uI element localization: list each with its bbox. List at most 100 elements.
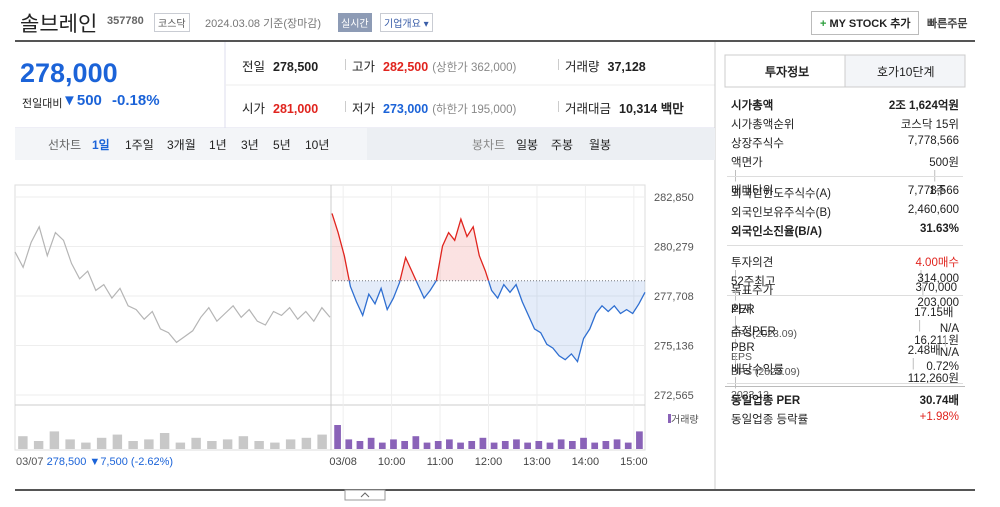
period-tab[interactable]: 3개월 bbox=[167, 138, 196, 152]
label-text: PBR bbox=[731, 342, 755, 354]
volume-bar bbox=[285, 439, 296, 449]
candle-tab[interactable]: 주봉 bbox=[551, 138, 574, 152]
volume-bar bbox=[301, 437, 312, 449]
volume-bar bbox=[144, 439, 154, 449]
orderbook-tab[interactable]: 호가10단계 bbox=[877, 65, 935, 79]
period-tab[interactable]: 1년 bbox=[209, 138, 227, 152]
volume-bar bbox=[345, 439, 353, 449]
group-divider bbox=[727, 383, 963, 384]
value-text: 16,211원 bbox=[914, 335, 959, 347]
volume-bar bbox=[524, 442, 531, 449]
period-tab[interactable]: 10년 bbox=[305, 138, 330, 152]
invest-tab[interactable]: 투자정보 bbox=[765, 65, 810, 79]
stat-divider bbox=[345, 101, 346, 112]
volume-bar bbox=[546, 442, 554, 449]
volume-bar bbox=[378, 442, 386, 449]
volume-bar bbox=[238, 436, 249, 449]
period-tab[interactable]: 3년 bbox=[241, 138, 259, 152]
realtime-badge: 실시간 bbox=[338, 13, 372, 32]
y-tick-label: 272,565 bbox=[654, 390, 694, 402]
group-divider bbox=[727, 176, 963, 177]
stat-label: 거래량 bbox=[565, 60, 600, 74]
candle-tab[interactable]: 월봉 bbox=[589, 138, 612, 152]
row-label: 동일업종 PER bbox=[731, 392, 800, 408]
value-text: 30.74배 bbox=[919, 395, 959, 407]
row-value: 7,778,566 bbox=[908, 185, 959, 197]
company-info-button[interactable]: 기업개요 ▾ bbox=[380, 13, 433, 32]
candle-chart-label: 봉차트 bbox=[472, 138, 506, 152]
row-label: 투자의견 | 목표주가 bbox=[731, 254, 773, 298]
volume-bar bbox=[270, 442, 280, 449]
row-label: 외국인소진율(B/A) bbox=[731, 223, 822, 239]
row-label: 52주최고| 최저 bbox=[731, 273, 776, 317]
separator: | bbox=[734, 316, 737, 328]
stat-divider bbox=[558, 59, 559, 70]
today-line bbox=[331, 213, 646, 364]
value-text: 370,000 bbox=[915, 282, 958, 294]
my-stock-button[interactable]: + MY STOCK 추가 bbox=[811, 11, 920, 35]
stat-value: 278,500 bbox=[273, 60, 319, 74]
volume-bar bbox=[175, 442, 186, 449]
stat: 거래대금 10,314 백만 bbox=[565, 98, 684, 117]
x-tick-label: 11:00 bbox=[427, 456, 454, 468]
label-text: 시가총액 bbox=[731, 100, 774, 112]
volume-bar bbox=[401, 441, 409, 449]
label-text: 동일업종 PER bbox=[731, 395, 801, 407]
period-tab[interactable]: 5년 bbox=[273, 138, 291, 152]
stat-label: 전일 bbox=[242, 60, 266, 74]
change: ▼500 bbox=[62, 92, 102, 109]
label-text: 최저 bbox=[731, 304, 753, 316]
invest-row: 시가총액순위 코스닥 15위 bbox=[731, 116, 959, 134]
row-value: 4.00매수 | 370,000 bbox=[915, 254, 959, 294]
prev-day-line bbox=[14, 225, 331, 344]
prev-info: 03/07 278,500 ▼7,500 (-2.62%) bbox=[16, 456, 173, 468]
candle-tab[interactable]: 일봉 bbox=[516, 138, 539, 152]
stat: 저가 273,000 (하한가 195,000) bbox=[352, 98, 516, 117]
label-text: 외국인보유주식수(B) bbox=[731, 207, 831, 219]
x-tick-label: 13:00 bbox=[523, 456, 551, 468]
volume-bar bbox=[434, 441, 442, 449]
invest-row: 투자의견 | 목표주가 4.00매수 | 370,000 bbox=[731, 254, 959, 297]
row-value: +1.98% bbox=[920, 411, 959, 423]
volume-bar bbox=[468, 441, 476, 449]
label-text: 투자의견 bbox=[731, 257, 774, 269]
volume-bar bbox=[207, 441, 217, 449]
value-text: 1주 bbox=[929, 185, 947, 197]
stat-label: 고가 bbox=[352, 60, 376, 74]
y-tick-label: 282,850 bbox=[654, 192, 694, 204]
row-label: PER | EPS(2023.09) bbox=[731, 304, 797, 340]
group-divider bbox=[727, 245, 963, 246]
stat-value: 282,500 bbox=[383, 60, 429, 74]
date-basis: 기준(장마감) bbox=[263, 18, 322, 30]
quick-order[interactable]: 빠른주문 bbox=[927, 18, 968, 30]
row-value: 7,778,566 bbox=[908, 135, 959, 147]
row-value: 코스닥 15위 bbox=[901, 116, 959, 132]
chart: 282,850 280,279 277,708 275,136 272,565 03/08… bbox=[14, 184, 694, 468]
volume-bar bbox=[636, 431, 643, 449]
volume-bar bbox=[18, 436, 28, 449]
current-price: 278,000 bbox=[20, 58, 118, 88]
volume-bar bbox=[81, 442, 91, 449]
group-bg bbox=[725, 386, 965, 387]
prev-date: 03/07 bbox=[16, 456, 44, 468]
row-label: 시가총액 bbox=[731, 97, 773, 113]
change-value: 500 bbox=[76, 92, 102, 109]
row-value: N/A | N/A bbox=[940, 323, 959, 359]
invest-row: 배당수익률 | 2023.12 0.72% bbox=[731, 361, 959, 401]
volume-bar bbox=[412, 436, 420, 449]
invest-row: 시가총액 2조 1,624억원 bbox=[731, 97, 959, 115]
prev-rate: (-2.62%) bbox=[130, 456, 174, 468]
volume-bar bbox=[65, 439, 75, 449]
stat-value: 273,000 bbox=[383, 102, 429, 116]
period-tab[interactable]: 1일 bbox=[92, 138, 110, 152]
row-value: 2.48배 | 112,260원 bbox=[908, 342, 959, 386]
label-text: 2023.12 bbox=[731, 389, 769, 401]
volume-bar bbox=[613, 439, 621, 449]
invest-row: 외국인소진율(B/A) 31.63% bbox=[731, 223, 959, 241]
separator: | bbox=[918, 320, 922, 332]
period-tab[interactable]: 1주일 bbox=[125, 138, 154, 152]
separator: | bbox=[734, 354, 737, 366]
row-label: 외국인한도주식수(A) bbox=[731, 185, 831, 201]
